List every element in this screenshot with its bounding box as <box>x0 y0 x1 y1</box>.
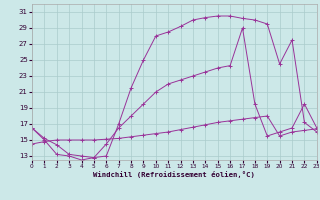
X-axis label: Windchill (Refroidissement éolien,°C): Windchill (Refroidissement éolien,°C) <box>93 171 255 178</box>
